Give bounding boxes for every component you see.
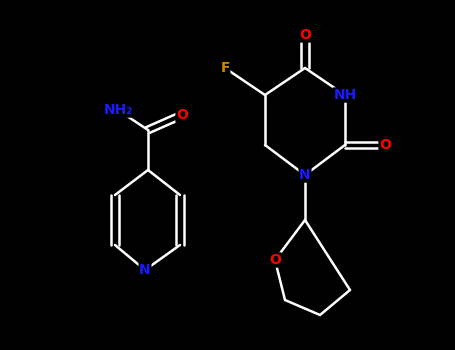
Text: N: N [139, 263, 151, 277]
Text: O: O [176, 108, 188, 122]
Text: F: F [220, 61, 230, 75]
Text: NH: NH [334, 88, 357, 102]
Text: O: O [379, 138, 391, 152]
Text: O: O [299, 28, 311, 42]
Text: O: O [269, 253, 281, 267]
Text: NH₂: NH₂ [103, 103, 132, 117]
Text: N: N [299, 168, 311, 182]
